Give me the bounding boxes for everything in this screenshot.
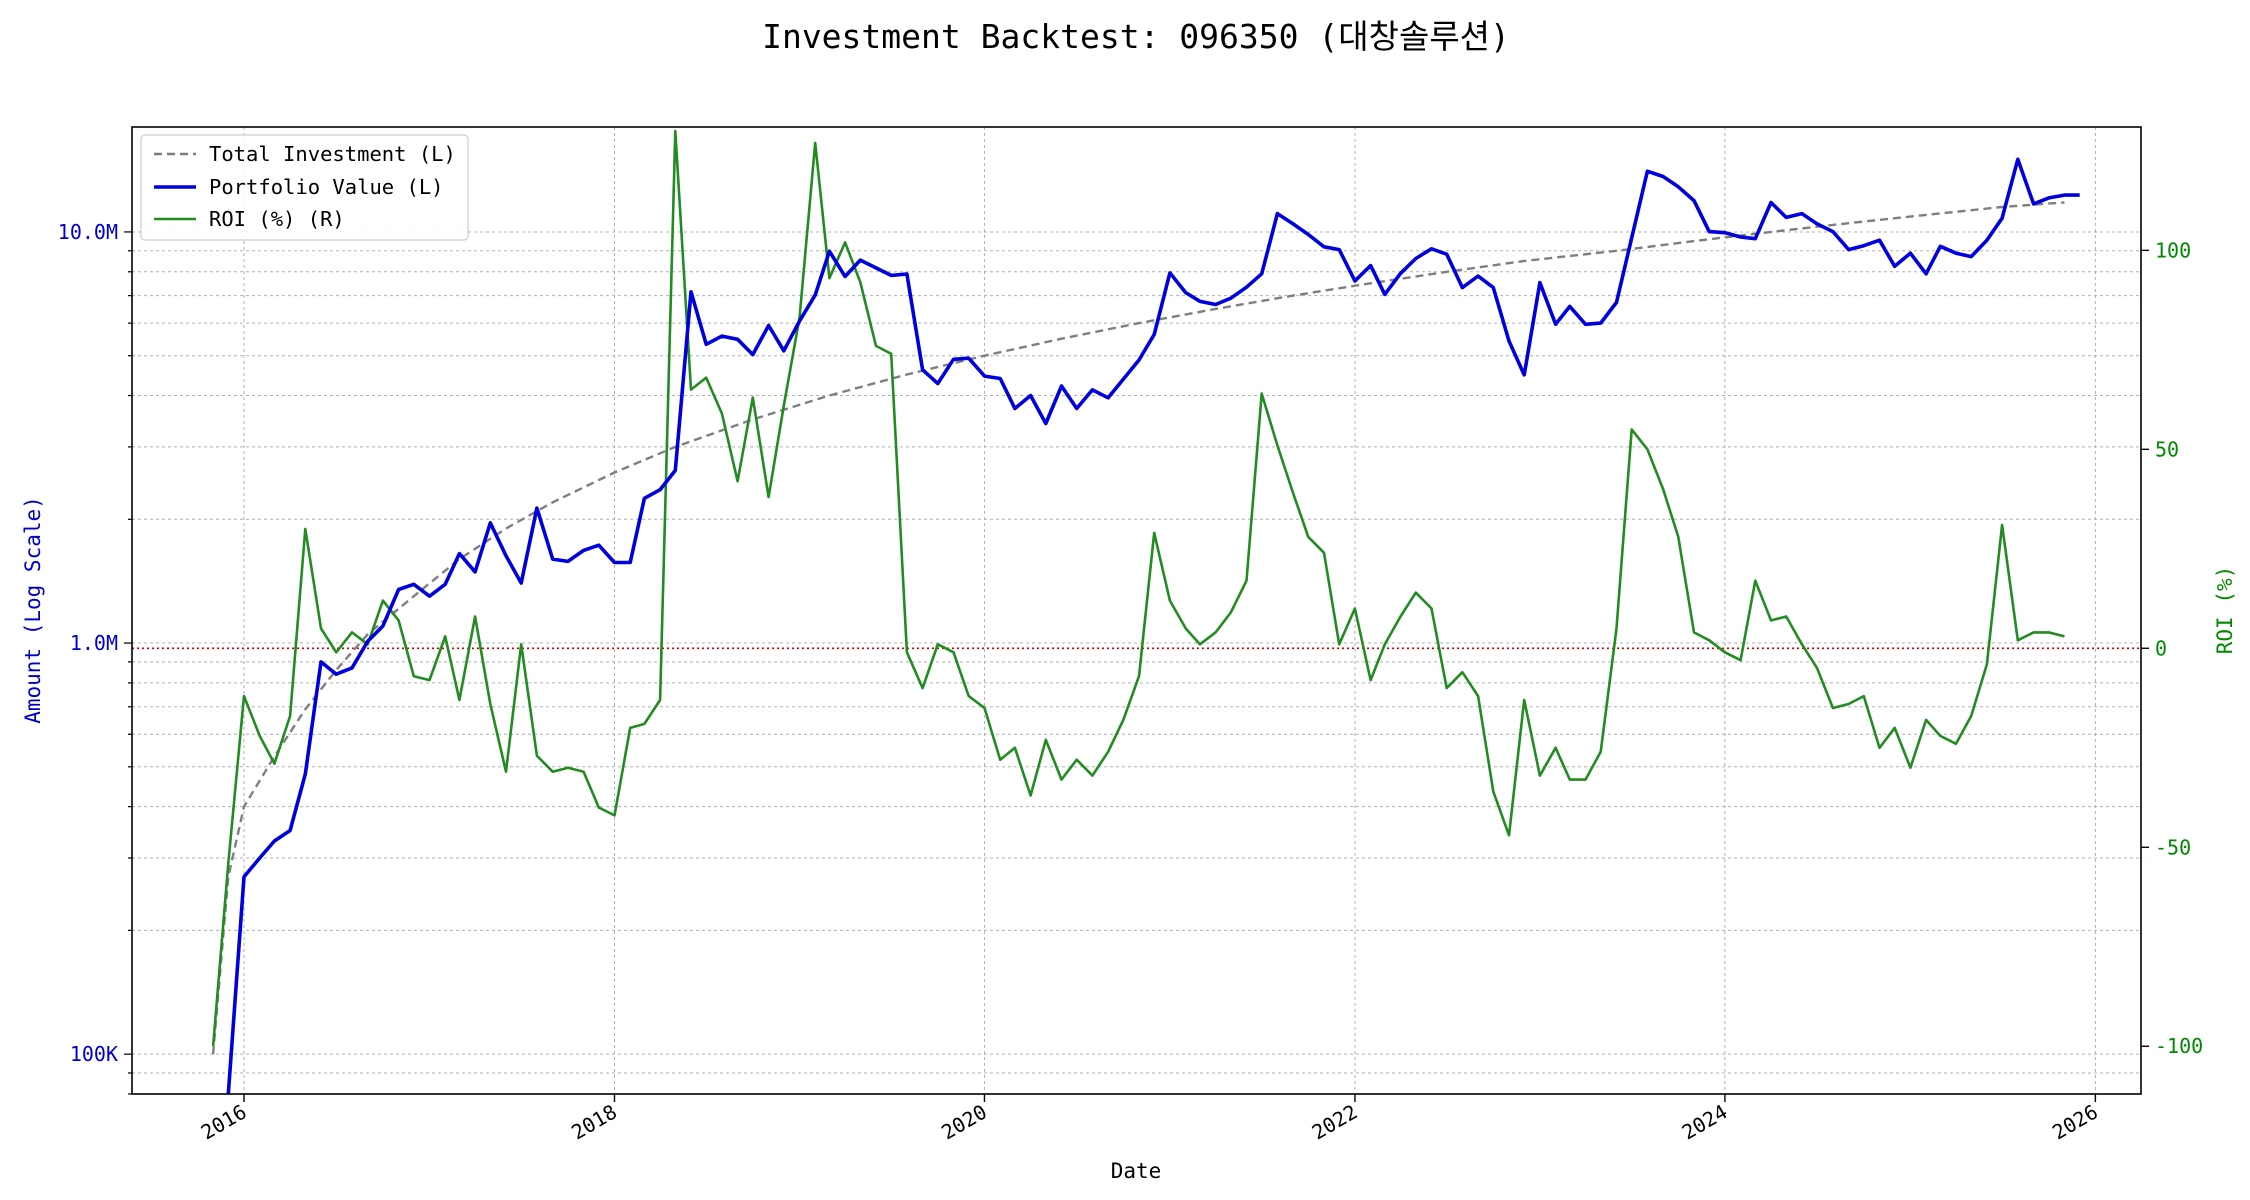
right-tick-label: 50 (2155, 437, 2179, 461)
left-tick-label: 1.0M (70, 631, 118, 655)
series-total-investment (211, 201, 2065, 1055)
left-tick-label: 10.0M (58, 220, 118, 244)
plot-frame (131, 126, 2142, 1095)
series-lines (211, 129, 2080, 1095)
right-tick-label: -100 (2155, 1034, 2203, 1058)
x-axis-label: Date (1111, 1159, 1162, 1183)
right-tick-label: -50 (2155, 835, 2191, 859)
legend-portfolio-value-label: Portfolio Value (L) (209, 175, 444, 199)
left-y-axis-label: Amount (Log Scale) (21, 496, 45, 724)
right-y-axis-label: ROI (%) (2213, 566, 2237, 655)
legend-box (140, 134, 469, 241)
series-portfolio-value (226, 157, 2080, 1095)
chart-title: Investment Backtest: 096350 (대창솔루션) (762, 17, 1510, 56)
legend-total-investment-label: Total Investment (L) (209, 142, 456, 166)
right-tick-label: 100 (2155, 238, 2191, 262)
right-tick-label: 0 (2155, 636, 2167, 660)
left-tick-label: 100K (70, 1042, 118, 1066)
left-y-axis-ticks: 100K 1.0M 10.0M (58, 220, 132, 1095)
legend-roi-label: ROI (%) (R) (209, 207, 345, 231)
legend: Total Investment (L) Portfolio Value (L)… (140, 134, 469, 241)
right-y-axis-ticks: -100 -50 0 50 100 (2141, 238, 2203, 1058)
series-roi (211, 129, 2065, 1047)
